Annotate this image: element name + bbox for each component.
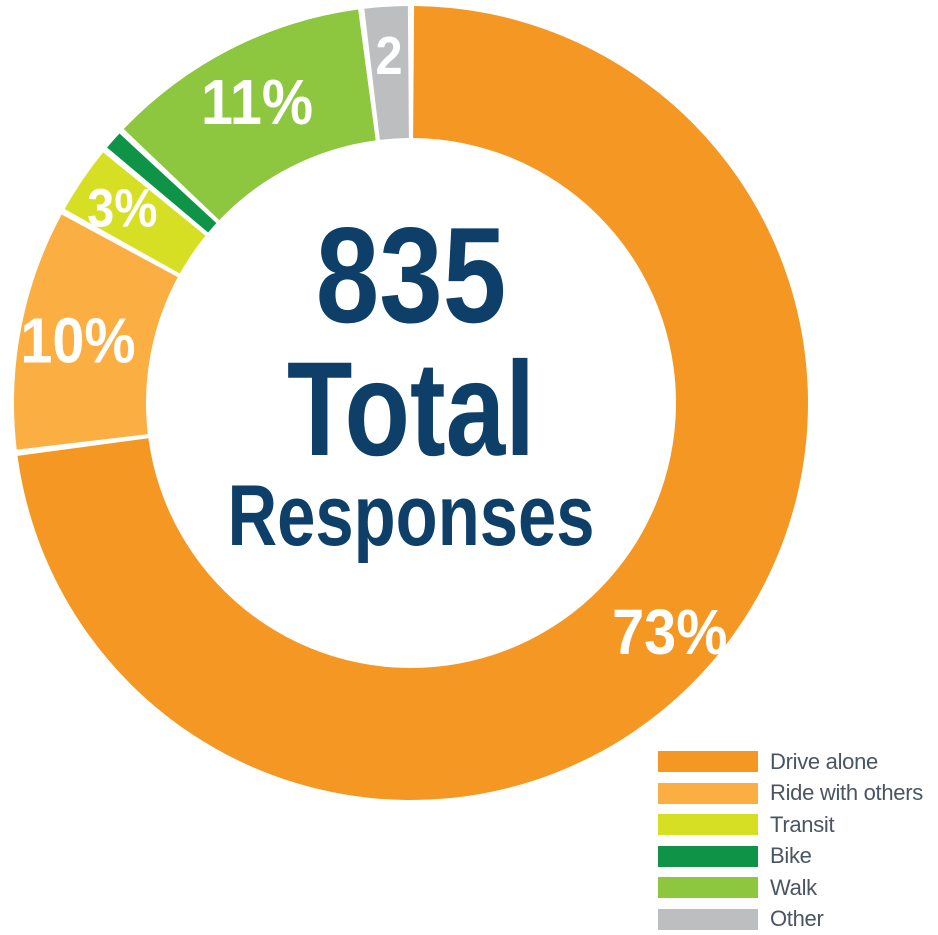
center-total-label: Total <box>287 334 535 484</box>
legend-swatch <box>658 814 758 835</box>
legend-label: Other <box>770 906 824 932</box>
legend-label: Ride with others <box>770 780 923 806</box>
legend-item: Walk <box>658 872 936 904</box>
legend-label: Transit <box>770 812 834 838</box>
slice-value-label: 2 <box>376 25 403 86</box>
slice-value-label: 3% <box>87 177 157 238</box>
legend-swatch <box>658 877 758 898</box>
legend-item: Bike <box>658 841 936 873</box>
legend-item: Ride with others <box>658 778 936 810</box>
legend-swatch <box>658 783 758 804</box>
chart-legend: Drive alone Ride with others Transit Bike Wa… <box>658 746 936 935</box>
legend-item: Other <box>658 904 936 935</box>
legend-swatch <box>658 909 758 930</box>
legend-label: Bike <box>770 843 812 869</box>
legend-label: Drive alone <box>770 749 878 775</box>
center-responses-label: Responses <box>227 468 594 564</box>
legend-swatch <box>658 846 758 867</box>
slice-value-label: 10% <box>20 305 135 376</box>
legend-item: Drive alone <box>658 746 936 778</box>
slice-value-label: 73% <box>612 596 727 667</box>
legend-item: Transit <box>658 809 936 841</box>
slice-value-label: 11% <box>201 66 313 137</box>
center-total-number: 835 <box>316 199 507 352</box>
legend-swatch <box>658 751 758 772</box>
legend-label: Walk <box>770 875 817 901</box>
